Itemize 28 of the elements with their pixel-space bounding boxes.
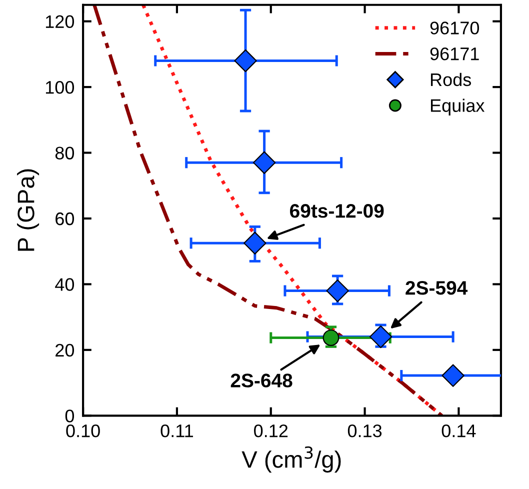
y-tick-label: 80 bbox=[55, 146, 74, 160]
x-tick-label: 0.13 bbox=[348, 424, 382, 438]
y-tick-label: 40 bbox=[55, 278, 74, 291]
x-tick-label: 0.10 bbox=[66, 424, 100, 438]
point bbox=[326, 279, 349, 302]
y-axis-title: P (GPa) bbox=[17, 169, 40, 251]
point bbox=[244, 232, 266, 254]
point bbox=[322, 330, 340, 346]
annotation: 2S-648 bbox=[230, 374, 292, 388]
x-tick-label: 0.14 bbox=[442, 424, 476, 438]
x-tick-label: 0.12 bbox=[254, 424, 288, 438]
x-tick-label: 0.11 bbox=[160, 424, 193, 438]
point bbox=[442, 364, 464, 387]
point bbox=[369, 325, 392, 348]
y-tick-label: 100 bbox=[46, 80, 74, 94]
point bbox=[252, 151, 276, 174]
y-tick-label: 120 bbox=[46, 15, 74, 28]
y-tick-label: 0 bbox=[65, 410, 74, 422]
legend-label: Rods bbox=[430, 72, 472, 86]
legend-label: 96170 bbox=[430, 22, 480, 34]
y-tick-label: 60 bbox=[56, 212, 74, 226]
x-axis-title: V (cm$^{3}$/g) bbox=[242, 446, 341, 473]
annotation: 2S-594 bbox=[406, 281, 468, 295]
y-tick-label: 20 bbox=[56, 344, 74, 357]
legend-label: Equiax bbox=[430, 98, 485, 116]
annotation: 69ts-12-09 bbox=[290, 204, 384, 218]
legend-label: 96171 bbox=[430, 47, 479, 60]
point bbox=[234, 49, 257, 72]
